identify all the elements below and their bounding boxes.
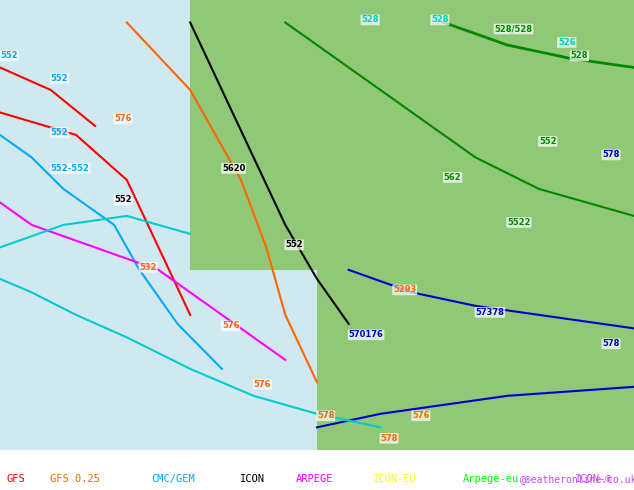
Text: 532: 532 bbox=[139, 263, 157, 272]
Text: Height 500 hPa [gdmp][°C] MOD: Height 500 hPa [gdmp][°C] MOD bbox=[6, 460, 188, 470]
Text: 578: 578 bbox=[602, 150, 619, 159]
Text: 576: 576 bbox=[254, 380, 271, 389]
Text: 576: 576 bbox=[222, 321, 240, 330]
Text: @®eatheronline.co.uk: @®eatheronline.co.uk bbox=[520, 474, 634, 484]
Text: 576: 576 bbox=[412, 411, 430, 420]
Text: ICON: ICON bbox=[240, 474, 265, 484]
Text: ARPEGE: ARPEGE bbox=[295, 474, 333, 484]
Text: 5620: 5620 bbox=[222, 164, 245, 173]
Text: 57378: 57378 bbox=[476, 308, 505, 317]
Text: 528: 528 bbox=[431, 16, 449, 24]
Text: 578: 578 bbox=[602, 340, 619, 348]
Text: 576: 576 bbox=[114, 115, 132, 123]
Text: CMC/GEM: CMC/GEM bbox=[151, 474, 195, 484]
Text: 562: 562 bbox=[444, 173, 462, 182]
Text: 570176: 570176 bbox=[349, 330, 384, 340]
Text: Mo 23-09-2024 18:00 UTC (00+18): Mo 23-09-2024 18:00 UTC (00+18) bbox=[434, 460, 628, 470]
Text: 5522: 5522 bbox=[507, 218, 531, 227]
Text: 526: 526 bbox=[558, 38, 576, 47]
Text: 528: 528 bbox=[571, 51, 588, 60]
Text: 552: 552 bbox=[51, 128, 68, 137]
Text: 552: 552 bbox=[0, 51, 18, 60]
Text: 552-552: 552-552 bbox=[51, 164, 89, 173]
Text: GFS: GFS bbox=[6, 474, 25, 484]
Text: GFS 0.25: GFS 0.25 bbox=[50, 474, 100, 484]
Text: Arpege-eu: Arpege-eu bbox=[463, 474, 519, 484]
Text: 528/528: 528/528 bbox=[495, 24, 533, 33]
Text: 552: 552 bbox=[285, 241, 303, 249]
Text: ICON-®: ICON-® bbox=[575, 474, 612, 484]
Text: 578: 578 bbox=[317, 411, 334, 420]
Text: 552: 552 bbox=[114, 196, 132, 204]
Text: 552: 552 bbox=[539, 137, 557, 146]
Text: 578: 578 bbox=[380, 434, 398, 443]
Text: 528: 528 bbox=[361, 16, 379, 24]
Text: 552: 552 bbox=[51, 74, 68, 83]
Text: ICON-EU: ICON-EU bbox=[373, 474, 417, 484]
Text: 5293: 5293 bbox=[393, 285, 417, 294]
